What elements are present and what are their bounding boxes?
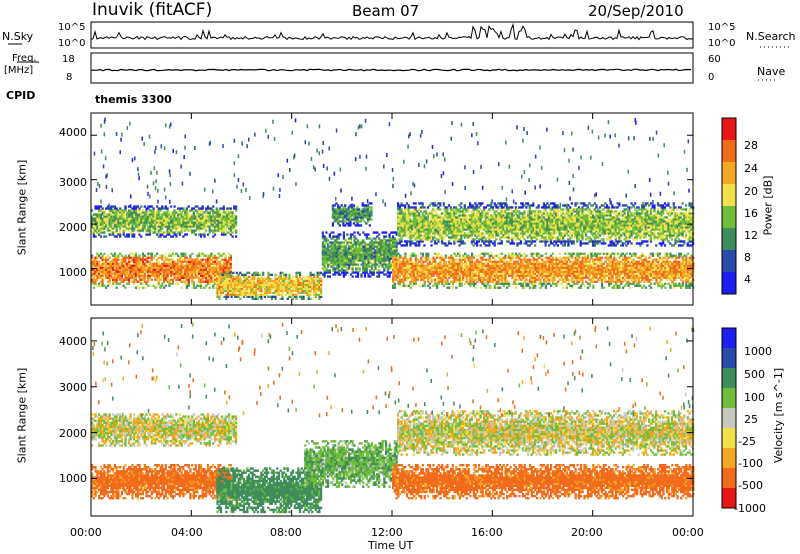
velocity-colorbar-segment-7 xyxy=(722,468,736,489)
nave-tick-top: 60 xyxy=(708,54,721,65)
velocity-sparse-echoes xyxy=(92,322,695,418)
power-colorbar-segment-5 xyxy=(722,228,736,251)
power-band-1 xyxy=(91,205,238,238)
velocity-colorbar-segment-2 xyxy=(722,368,736,389)
nsky-frame xyxy=(90,21,694,49)
time-tick-1: 04:00 xyxy=(171,526,203,539)
velocity-cbar-tick-25: 25 xyxy=(744,413,758,426)
velocity-band-3 xyxy=(304,440,398,488)
velocity-cbar-tick-neg25: -25 xyxy=(738,435,756,448)
velocity-colorbar-segment-0 xyxy=(722,328,736,349)
time-tick-4: 16:00 xyxy=(471,526,503,539)
power-colorbar-segment-1 xyxy=(722,140,736,163)
beam-title: Beam 07 xyxy=(352,2,420,20)
velocity-ytick-1000: 1000 xyxy=(59,472,87,485)
velocity-colorbar-segment-5 xyxy=(722,428,736,449)
velocity-cbar-label: Velocity [m s^-1] xyxy=(772,367,786,464)
freq-tick-bottom: 8 xyxy=(66,72,73,83)
time-tick-5: 20:00 xyxy=(571,526,603,539)
cpid-label: CPID xyxy=(6,89,36,102)
time-axis-label: Time UT xyxy=(368,539,414,552)
time-tick-3: 12:00 xyxy=(371,526,403,539)
velocity-ytick-3000: 3000 xyxy=(59,381,87,394)
velocity-colorbar-segment-3 xyxy=(722,388,736,409)
power-band-4 xyxy=(331,202,373,227)
nsearch-tick-top: 10^5 xyxy=(708,22,736,33)
velocity-band-1 xyxy=(91,413,238,447)
velocity-band-4 xyxy=(392,464,695,500)
nave-tick-bottom: 0 xyxy=(708,72,715,83)
freq-unit-label: [MHz] xyxy=(4,65,34,76)
velocity-colorbar-segment-8 xyxy=(722,488,736,509)
power-band-5 xyxy=(392,252,695,289)
station-title: Inuvik (fitACF) xyxy=(92,0,213,20)
power-colorbar-segment-3 xyxy=(722,184,736,207)
power-ytick-4000: 4000 xyxy=(59,126,87,139)
power-band-6 xyxy=(397,202,695,247)
power-colorbar-frame xyxy=(721,117,737,295)
power-cbar-tick-24: 24 xyxy=(744,162,758,175)
velocity-colorbar-segment-4 xyxy=(722,408,736,429)
power-sparse-echoes xyxy=(93,117,690,211)
velocity-colorbar-frame xyxy=(721,327,737,509)
power-ytick-2000: 2000 xyxy=(59,221,87,234)
velocity-ytick-4000: 4000 xyxy=(59,335,87,348)
time-tick-6: 00:00 xyxy=(672,526,704,539)
power-colorbar-segment-0 xyxy=(722,118,736,141)
nsearch-label: N.Search xyxy=(746,30,796,43)
power-cbar-tick-8: 8 xyxy=(744,251,751,264)
nave-label: Nave xyxy=(757,65,786,78)
power-cbar-tick-20: 20 xyxy=(744,185,758,198)
power-band-2 xyxy=(216,271,323,300)
freq-label: Freq. xyxy=(12,53,37,64)
power-colorbar-segment-2 xyxy=(722,162,736,185)
nsky-trace xyxy=(90,22,694,41)
velocity-cbar-tick-500: 500 xyxy=(744,368,765,381)
time-tick-2: 08:00 xyxy=(270,526,302,539)
power-ytick-1000: 1000 xyxy=(59,266,87,279)
velocity-band-5 xyxy=(397,410,695,456)
power-cbar-tick-4: 4 xyxy=(744,273,751,286)
freq-frame xyxy=(90,52,694,84)
cpid-value: themis 3300 xyxy=(95,93,172,106)
nsky-label: N.Sky xyxy=(2,30,34,43)
power-cbar-label: Power [dB] xyxy=(761,175,775,236)
velocity-cbar-tick-neg1000: -1000 xyxy=(734,502,766,515)
velocity-cbar-tick-neg500: -500 xyxy=(738,479,763,492)
velocity-band-0 xyxy=(91,464,232,500)
nsearch-tick-bottom: 10^0 xyxy=(708,38,736,49)
velocity-ylabel: Slant Range [km] xyxy=(15,367,29,464)
power-colorbar-segment-4 xyxy=(722,206,736,229)
power-ytick-3000: 3000 xyxy=(59,176,87,189)
nsky-tick-bottom: 10^0 xyxy=(58,38,86,49)
date-title: 20/Sep/2010 xyxy=(588,2,684,20)
power-ylabel: Slant Range [km] xyxy=(15,159,29,256)
power-cbar-tick-28: 28 xyxy=(744,139,758,152)
velocity-cbar-tick-1000: 1000 xyxy=(744,345,772,358)
velocity-cbar-tick-100: 100 xyxy=(744,391,765,404)
power-band-0 xyxy=(91,252,232,289)
power-band-3 xyxy=(321,231,398,278)
power-cbar-tick-12: 12 xyxy=(744,229,758,242)
power-colorbar-segment-6 xyxy=(722,250,736,273)
power-cbar-tick-16: 16 xyxy=(744,207,758,220)
velocity-cbar-tick-neg100: -100 xyxy=(738,457,763,470)
freq-trace xyxy=(91,68,692,72)
power-colorbar-segment-7 xyxy=(722,272,736,295)
velocity-colorbar-segment-1 xyxy=(722,348,736,369)
time-tick-0: 00:00 xyxy=(70,526,102,539)
nsky-tick-top: 10^5 xyxy=(58,22,86,33)
velocity-band-2 xyxy=(216,467,323,514)
freq-tick-top: 18 xyxy=(62,54,75,65)
velocity-ytick-2000: 2000 xyxy=(59,427,87,440)
velocity-colorbar-segment-6 xyxy=(722,448,736,469)
